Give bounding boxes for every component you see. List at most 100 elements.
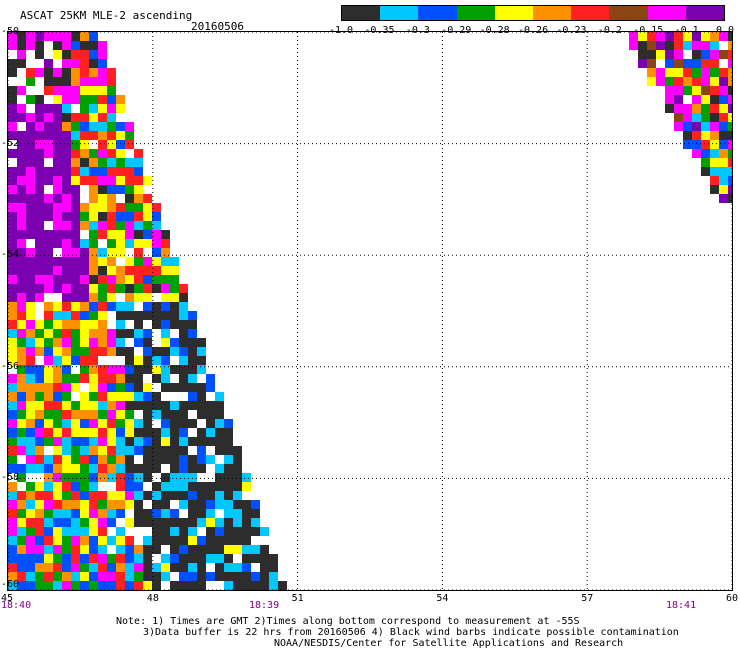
heatmap-cell — [170, 482, 179, 491]
heatmap-cell — [44, 491, 53, 500]
heatmap-cell — [71, 410, 80, 419]
heatmap-cell — [17, 41, 26, 50]
heatmap-cell — [152, 500, 161, 509]
heatmap-cell — [35, 374, 44, 383]
heatmap-cell — [161, 518, 170, 527]
heatmap-cell — [80, 437, 89, 446]
y-tick-label: -56 — [1, 360, 20, 372]
heatmap-cell — [44, 473, 53, 482]
heatmap-cell — [152, 266, 161, 275]
heatmap-cell — [44, 419, 53, 428]
heatmap-cell — [161, 275, 170, 284]
heatmap-cell — [116, 500, 125, 509]
heatmap-cell — [710, 113, 719, 122]
heatmap-cell — [260, 554, 269, 563]
heatmap-cell — [692, 149, 701, 158]
heatmap-cell — [71, 545, 80, 554]
heatmap-cell — [98, 473, 107, 482]
heatmap-cell — [89, 428, 98, 437]
heatmap-cell — [107, 338, 116, 347]
heatmap-cell — [80, 554, 89, 563]
heatmap-cell — [53, 527, 62, 536]
heatmap-cell — [260, 527, 269, 536]
heatmap-cell — [143, 383, 152, 392]
heatmap-cell — [35, 482, 44, 491]
heatmap-cell — [719, 176, 728, 185]
heatmap-cell — [188, 311, 197, 320]
heatmap-cell — [8, 311, 17, 320]
heatmap-cell — [8, 428, 17, 437]
heatmap-cell — [107, 194, 116, 203]
heatmap-cell — [152, 563, 161, 572]
heatmap-cell — [215, 482, 224, 491]
heatmap-cell — [62, 158, 71, 167]
heatmap-cell — [80, 374, 89, 383]
heatmap-cell — [98, 59, 107, 68]
heatmap-cell — [53, 194, 62, 203]
heatmap-cell — [80, 401, 89, 410]
heatmap-cell — [107, 419, 116, 428]
heatmap-cell — [62, 473, 71, 482]
heatmap-cell — [8, 527, 17, 536]
heatmap-cell — [80, 455, 89, 464]
heatmap-cell — [161, 428, 170, 437]
heatmap-cell — [242, 518, 251, 527]
heatmap-cell — [143, 338, 152, 347]
heatmap-cell — [26, 347, 35, 356]
heatmap-cell — [701, 140, 710, 149]
heatmap-cell — [161, 311, 170, 320]
heatmap-cell — [53, 509, 62, 518]
heatmap-cell — [134, 275, 143, 284]
heatmap-cell — [710, 158, 719, 167]
heatmap-cell — [62, 536, 71, 545]
heatmap-cell — [26, 428, 35, 437]
heatmap-cell — [80, 149, 89, 158]
heatmap-cell — [269, 572, 278, 581]
heatmap-cell — [71, 554, 80, 563]
heatmap-cell — [98, 572, 107, 581]
heatmap-cell — [701, 50, 710, 59]
heatmap-cell — [665, 50, 674, 59]
heatmap-cell — [80, 95, 89, 104]
heatmap-cell — [62, 554, 71, 563]
heatmap-cell — [17, 239, 26, 248]
heatmap-cell — [26, 464, 35, 473]
heatmap-cell — [35, 320, 44, 329]
heatmap-cell — [188, 509, 197, 518]
colorbar-swatch — [571, 6, 610, 20]
heatmap-cell — [53, 419, 62, 428]
heatmap-cell — [152, 212, 161, 221]
heatmap-cell — [89, 473, 98, 482]
heatmap-cell — [215, 464, 224, 473]
heatmap-cell — [53, 401, 62, 410]
heatmap-cell — [44, 428, 53, 437]
heatmap-cell — [35, 176, 44, 185]
heatmap-cell — [80, 536, 89, 545]
heatmap-cell — [26, 32, 35, 41]
heatmap-cell — [62, 59, 71, 68]
heatmap-cell — [107, 293, 116, 302]
heatmap-cell — [89, 302, 98, 311]
heatmap-cell — [71, 86, 80, 95]
heatmap-cell — [89, 572, 98, 581]
heatmap-cell — [710, 176, 719, 185]
heatmap-cell — [701, 77, 710, 86]
heatmap-cell — [44, 68, 53, 77]
heatmap-cell — [134, 239, 143, 248]
heatmap-cell — [197, 581, 206, 590]
heatmap-cell — [26, 518, 35, 527]
heatmap-cell — [53, 392, 62, 401]
heatmap-cell — [62, 329, 71, 338]
heatmap-cell — [152, 284, 161, 293]
heatmap-cell — [107, 68, 116, 77]
heatmap-cell — [134, 311, 143, 320]
heatmap-cell — [80, 104, 89, 113]
heatmap-cell — [215, 518, 224, 527]
heatmap-cell — [134, 572, 143, 581]
heatmap-cell — [8, 185, 17, 194]
heatmap-cell — [125, 275, 134, 284]
heatmap-cell — [629, 32, 638, 41]
heatmap-cell — [89, 581, 98, 590]
heatmap-cell — [134, 176, 143, 185]
heatmap-cell — [44, 248, 53, 257]
